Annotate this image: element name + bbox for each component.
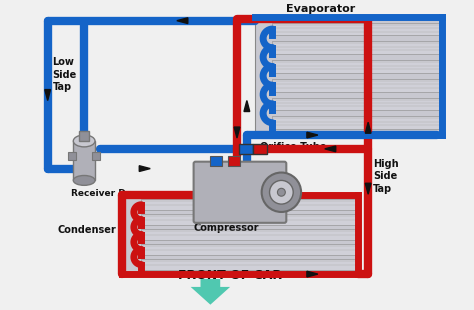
Bar [253,144,266,154]
Text: Orifice Tube: Orifice Tube [260,142,326,152]
Bar [68,152,76,160]
Bar [141,214,356,225]
Bar [141,199,356,210]
Text: Evaporator: Evaporator [286,4,355,14]
Bar [73,141,95,180]
Text: FRONT OF CAR: FRONT OF CAR [178,269,282,282]
Bar [273,60,440,73]
Bar [273,41,440,54]
Bar [141,259,356,270]
Polygon shape [365,122,371,133]
Bar [273,116,440,129]
Bar [228,156,240,166]
Text: Condenser: Condenser [58,225,117,235]
Polygon shape [365,183,371,194]
Bar [79,131,89,141]
Bar [141,244,356,255]
Polygon shape [177,18,188,24]
Polygon shape [325,146,336,152]
Text: High
Side
Tap: High Side Tap [373,159,399,193]
Polygon shape [45,90,51,100]
Bar [273,79,440,92]
Polygon shape [307,132,318,138]
Bar [273,98,440,110]
FancyBboxPatch shape [193,162,286,223]
Polygon shape [244,100,250,112]
Circle shape [262,173,301,212]
Bar [141,229,356,240]
Bar [239,144,253,154]
Bar [210,156,222,166]
Bar [273,23,440,35]
Polygon shape [139,166,150,171]
Circle shape [277,188,285,196]
Ellipse shape [73,135,95,147]
Bar [122,195,358,274]
Polygon shape [234,127,240,138]
Ellipse shape [73,175,95,185]
Polygon shape [191,279,230,305]
Circle shape [270,180,293,204]
Text: Compressor: Compressor [193,223,259,233]
Bar [255,17,442,135]
Polygon shape [307,271,318,277]
Bar [92,152,100,160]
Text: Low
Side
Tap: Low Side Tap [53,57,77,92]
Text: Receiver Dryer: Receiver Dryer [71,189,147,198]
